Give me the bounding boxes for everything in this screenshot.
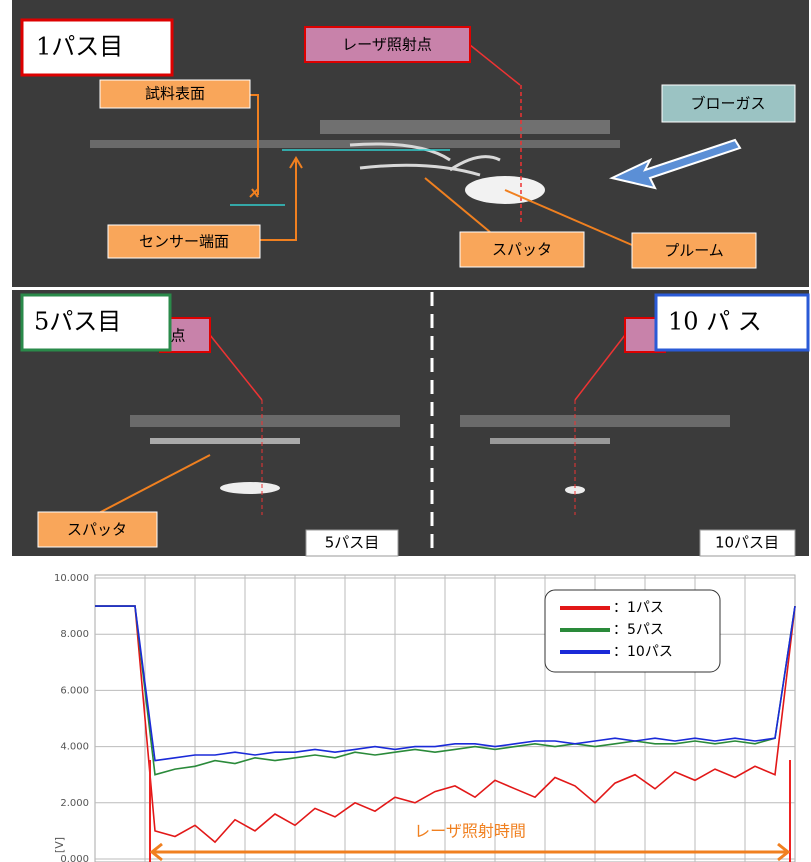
y-tick-label: 2.000 <box>60 798 89 809</box>
pointer <box>209 334 263 401</box>
sensor-glow <box>130 415 400 427</box>
annotation: レーザ照射時間 <box>414 822 526 841</box>
series-line <box>95 605 796 844</box>
legend-label: ：10パス <box>613 644 673 660</box>
frame-tag <box>305 529 399 557</box>
series-line <box>95 605 796 762</box>
plate-glow <box>490 438 610 444</box>
arrow <box>260 160 297 241</box>
pass-label-box <box>20 293 172 352</box>
arrowhead <box>249 188 259 198</box>
arrow <box>94 454 211 516</box>
callout-box <box>37 511 158 548</box>
plate-glow <box>150 438 300 444</box>
y-tick-label: 8.000 <box>60 629 89 640</box>
sensor-glow <box>460 415 730 427</box>
callout-box <box>99 79 251 109</box>
callout: ブローガス <box>690 95 765 113</box>
frame-tag-text: 10パス目 <box>715 534 779 552</box>
pass-label-box <box>654 293 810 352</box>
pointer <box>574 334 626 401</box>
callout: プルーム <box>664 242 724 260</box>
series-line <box>95 605 796 776</box>
plume <box>220 482 280 494</box>
plume <box>565 486 585 494</box>
callout: 試料表面 <box>145 85 205 103</box>
pass-label: 10 パ ス <box>668 308 762 336</box>
blow-arrow <box>608 138 742 190</box>
callout-box <box>661 84 796 123</box>
callout: スパッタ <box>492 241 552 259</box>
callout: スパッタ <box>67 521 127 539</box>
y-tick-label: 4.000 <box>60 742 89 753</box>
arrowhead <box>289 156 303 169</box>
pass-label-box <box>20 18 174 77</box>
frame-tag <box>699 529 796 557</box>
pass-label: 5パス目 <box>34 308 121 336</box>
y-tick-label: 6.000 <box>60 685 89 696</box>
pointer <box>469 44 521 86</box>
y-axis-label: [V] <box>53 837 66 853</box>
spatter-streaks <box>349 142 501 177</box>
callout-box <box>107 224 261 259</box>
legend-label: ：1パス <box>613 600 664 616</box>
callout-box <box>304 26 471 63</box>
arrow <box>424 177 633 246</box>
callout: 点 <box>170 327 185 345</box>
y-tick-label: 0.000 <box>60 854 89 862</box>
legend-label: ：5パス <box>613 622 664 638</box>
frame-tag-text: 5パス目 <box>325 534 380 552</box>
chart: 10.000 8.000 6.000 4.000 2.000 0.000 <box>54 573 796 862</box>
arrow <box>250 94 259 195</box>
callout: レーザ照射点 <box>342 36 432 54</box>
y-tick-label: 10.000 <box>54 573 89 584</box>
callout-box <box>459 231 585 268</box>
callout-box <box>631 232 757 269</box>
callout: センサー端面 <box>139 233 229 251</box>
arrowhead <box>149 842 791 862</box>
pass-label: 1パス目 <box>36 33 123 61</box>
sensor-glow <box>320 120 610 134</box>
